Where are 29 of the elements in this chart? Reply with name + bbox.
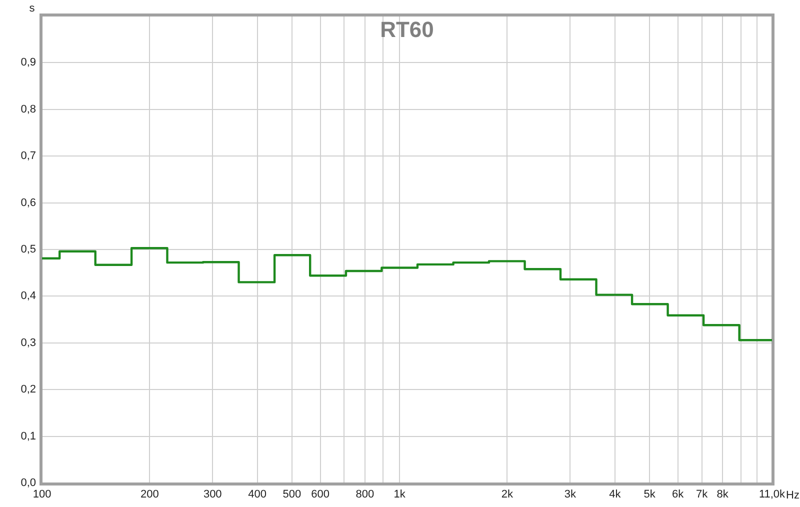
x-tick-label: 1k: [394, 488, 406, 501]
y-tick-label: 0,0: [20, 477, 36, 490]
x-tick-label: 5k: [644, 488, 656, 501]
y-tick-label: 0,7: [20, 150, 36, 162]
x-tick-label: 11,0k: [758, 488, 786, 501]
x-tick-label: 800: [356, 488, 374, 501]
x-tick-label: 7k: [696, 488, 708, 501]
y-tick-label: 0,6: [20, 196, 36, 209]
chart-title: RT60: [380, 17, 434, 42]
x-tick-label: 100: [32, 488, 52, 501]
y-tick-label: 0,3: [20, 336, 36, 349]
x-tick-label: 300: [203, 488, 222, 501]
x-tick-label: 4k: [609, 488, 622, 501]
x-tick-label: 2k: [501, 488, 514, 501]
x-tick-label: 200: [140, 488, 159, 501]
x-tick-label: 500: [282, 488, 302, 501]
y-tick-label: 0,1: [20, 430, 36, 442]
y-tick-label: 0,5: [20, 244, 36, 256]
x-tick-label: 6k: [672, 488, 684, 501]
y-tick-label: 0,4: [20, 290, 36, 302]
x-tick-label: 8k: [716, 488, 729, 501]
y-tick-label: 0,9: [20, 56, 36, 69]
x-tick-label: 600: [311, 488, 330, 501]
x-tick-label: 400: [248, 488, 266, 501]
x-axis-title: Hz: [786, 490, 800, 502]
y-tick-label: 0,2: [20, 384, 36, 396]
y-tick-label: 0,8: [20, 103, 36, 116]
x-tick-label: 3k: [564, 488, 577, 501]
y-axis-title: s: [29, 2, 36, 15]
